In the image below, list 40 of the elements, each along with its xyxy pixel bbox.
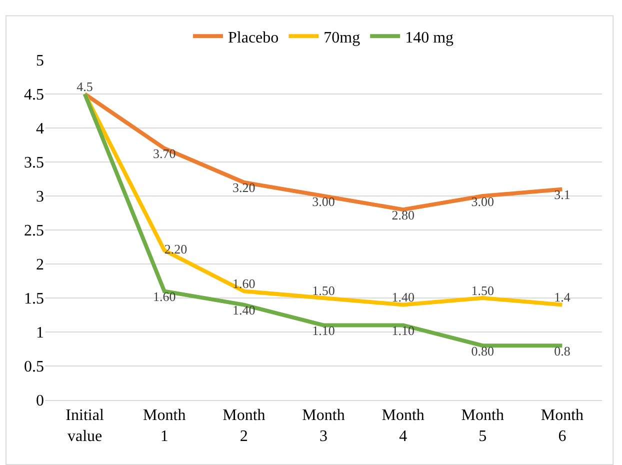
data-label: 1.40 (232, 302, 256, 318)
x-tick-label: Month 4 (382, 407, 424, 445)
x-tick-label: Month 5 (461, 407, 504, 445)
x-tick-label: Month 3 (302, 407, 345, 445)
x-tick-label: Month 6 (540, 407, 584, 445)
y-tick-label: 1.5 (24, 290, 44, 308)
legend-label: 70mg (324, 29, 360, 46)
data-label: 0.8 (554, 343, 570, 358)
data-label: 3.00 (471, 194, 494, 209)
data-label: 3.70 (152, 146, 176, 162)
y-tick-label: 2.5 (24, 222, 44, 240)
data-label: 1.10 (392, 322, 414, 338)
y-tick-label: 3.5 (24, 154, 44, 172)
data-label: 1.50 (471, 282, 494, 298)
data-label: 4.5 (76, 78, 93, 94)
x-tick-label: Month 2 (222, 407, 266, 445)
data-label: 2.20 (164, 242, 188, 257)
data-label: 1.4 (554, 290, 571, 305)
y-tick-label: 4 (36, 120, 44, 138)
y-tick-label: 1 (36, 324, 44, 342)
legend-label: Placebo (228, 29, 279, 46)
data-label: 0.80 (471, 343, 494, 358)
y-tick-label: 5 (36, 52, 44, 70)
y-tick-label: 4.5 (24, 86, 44, 104)
x-tick-label: Initial value (66, 407, 104, 445)
data-label: 1.50 (312, 282, 335, 298)
data-label: 1.60 (232, 276, 256, 291)
data-label: 1.40 (392, 290, 414, 305)
y-tick-label: 3 (36, 188, 44, 206)
data-label: 1.10 (312, 322, 335, 338)
data-label: 2.80 (392, 207, 414, 222)
y-tick-label: 0.5 (24, 358, 44, 376)
x-tick-label: Month 1 (143, 407, 186, 445)
y-tick-label: 0 (36, 392, 44, 410)
data-label: 1.60 (152, 288, 176, 304)
legend-label: 140 mg (405, 29, 454, 46)
y-tick-label: 2 (36, 256, 44, 274)
data-label: 3.1 (554, 186, 570, 202)
data-label: 3.20 (232, 180, 256, 196)
data-label: 3.00 (312, 194, 335, 209)
